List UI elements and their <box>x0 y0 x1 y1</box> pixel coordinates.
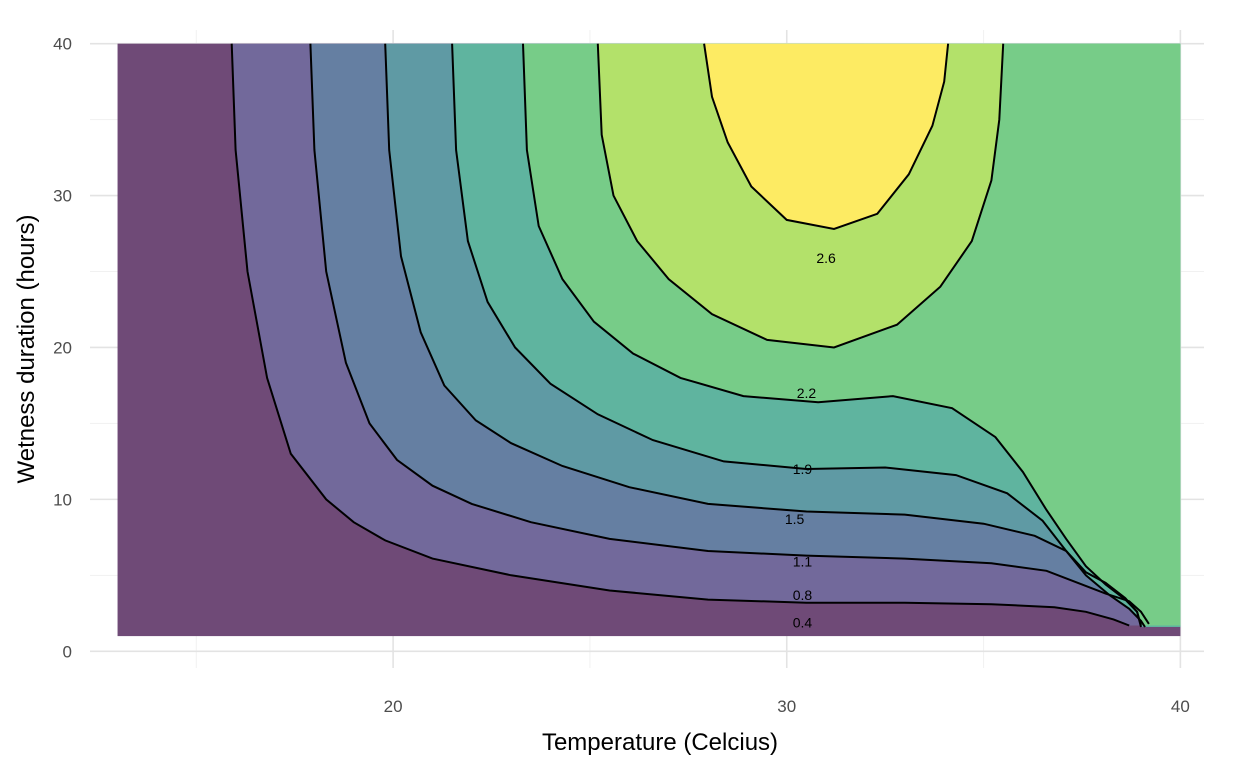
contour-label-0.4: 0.4 <box>793 614 813 630</box>
contour-label-2.6: 2.6 <box>816 250 836 266</box>
contour-line-layer <box>230 43 1150 628</box>
y-tick-label: 20 <box>53 338 72 357</box>
contour-line-1.5 <box>451 43 1146 628</box>
x-axis-title: Temperature (Celcius) <box>542 729 778 756</box>
contour-label-1.1: 1.1 <box>793 554 813 570</box>
contour-line-2.6 <box>703 43 950 231</box>
y-tick-label: 0 <box>63 642 72 661</box>
contour-band-7 <box>704 43 949 230</box>
x-tick-label: 20 <box>384 697 403 716</box>
x-tick-label: 40 <box>1171 697 1190 716</box>
contour-line-0.8 <box>309 43 1150 625</box>
contour-label-1.5: 1.5 <box>785 511 805 527</box>
contour-label-layer: 0.4 0.8 1.1 1.5 1.9 2.2 2.6 <box>785 250 836 631</box>
contour-line-1.9 <box>522 43 1142 626</box>
contour-label-0.8: 0.8 <box>793 587 813 603</box>
contour-label-1.9: 1.9 <box>793 461 813 477</box>
y-tick-label: 30 <box>53 187 72 206</box>
contour-fill-layer <box>117 43 1181 637</box>
contour-line-2.2 <box>596 43 1005 349</box>
contour-line-0.4 <box>230 43 1130 627</box>
y-axis-title: Wetness duration (hours) <box>13 214 40 483</box>
y-tick-label: 40 <box>53 35 72 54</box>
tick-labels: 20 30 40 0 10 20 30 40 <box>53 35 1190 716</box>
y-tick-label: 10 <box>53 490 72 509</box>
contour-label-2.2: 2.2 <box>797 385 817 401</box>
x-tick-label: 30 <box>777 697 796 716</box>
